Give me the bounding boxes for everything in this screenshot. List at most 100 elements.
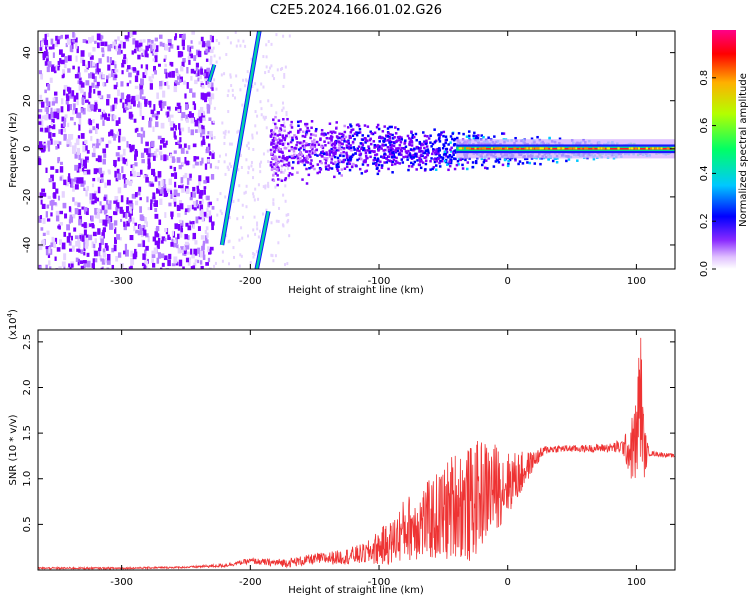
heat-cell (313, 138, 316, 142)
heat-cell (216, 166, 219, 170)
heat-cell (305, 167, 308, 171)
heat-cell (77, 80, 81, 84)
heat-cell (283, 157, 287, 161)
heat-cell (174, 181, 177, 188)
heat-cell (97, 177, 101, 182)
heat-cell (81, 158, 85, 163)
heat-cell (244, 190, 247, 194)
heat-cell (494, 160, 498, 163)
heat-cell (474, 161, 478, 165)
x-tick-label: -300 (110, 276, 133, 287)
heat-cell (337, 140, 341, 144)
heat-cell (93, 243, 96, 249)
heat-cell (117, 187, 122, 194)
heat-cell (374, 158, 377, 162)
heat-cell (411, 134, 415, 137)
heat-cell (92, 193, 96, 200)
heat-cell (309, 144, 313, 147)
heat-cell (144, 258, 148, 264)
heat-cell (293, 146, 297, 150)
heat-cell (51, 124, 56, 130)
heat-cell (72, 149, 77, 154)
heat-cell (210, 55, 213, 62)
heat-cell (126, 82, 129, 87)
heat-cell (517, 162, 520, 166)
heat-cell (283, 136, 287, 140)
heat-cell (184, 93, 187, 99)
heat-cell (128, 200, 133, 204)
heat-cell (88, 91, 92, 99)
heat-cell (284, 199, 287, 203)
heat-cell (493, 135, 496, 138)
heat-cell (262, 152, 265, 156)
heat-cell (224, 129, 227, 133)
heat-cell (75, 108, 78, 114)
heat-cell (76, 100, 79, 106)
heat-cell (526, 147, 529, 150)
heat-cell (249, 261, 252, 265)
heat-cell (267, 69, 270, 73)
heat-cell (354, 152, 357, 155)
heat-cell (112, 41, 116, 49)
heat-cell (68, 206, 72, 212)
heat-cell (224, 132, 227, 136)
heat-cell (202, 135, 205, 142)
heat-cell (118, 135, 121, 143)
heat-cell (200, 235, 205, 240)
heat-cell (144, 261, 149, 265)
heat-cell (438, 161, 441, 165)
heat-cell (79, 260, 84, 264)
heat-cell (109, 43, 114, 49)
heat-cell (365, 139, 369, 142)
heat-cell (296, 131, 300, 134)
heat-cell (384, 148, 387, 152)
heat-cell (372, 140, 376, 143)
heat-cell (197, 69, 200, 77)
heat-cell (290, 146, 294, 149)
heat-cell (274, 142, 277, 146)
heat-cell (343, 124, 346, 128)
heat-cell (287, 164, 291, 167)
heat-cell (209, 267, 212, 269)
heat-cell (254, 124, 257, 128)
heat-cell (80, 265, 84, 269)
heat-cell (90, 60, 93, 68)
heat-cell (62, 128, 67, 133)
heat-cell (82, 260, 87, 264)
heat-cell (278, 129, 281, 133)
heat-cell (140, 84, 144, 88)
heat-cell (177, 213, 181, 218)
heat-cell (164, 228, 168, 233)
heat-cell (65, 42, 68, 48)
heat-cell (74, 201, 78, 206)
heat-cell (134, 75, 139, 83)
heat-cell (223, 72, 226, 76)
heat-cell (72, 109, 75, 115)
heat-cell (265, 208, 268, 212)
heat-cell (468, 157, 471, 160)
heat-cell (338, 159, 342, 162)
heat-cell (86, 239, 89, 247)
heat-cell (283, 138, 287, 142)
heat-cell (178, 144, 183, 149)
heat-cell (211, 152, 215, 160)
heat-cell (285, 113, 288, 117)
heat-cell (174, 80, 179, 84)
heat-cell (80, 57, 84, 64)
heat-cell (273, 128, 276, 132)
heat-cell (95, 68, 98, 75)
heat-cell (74, 235, 79, 240)
heat-cell (48, 132, 52, 139)
heat-cell (276, 161, 280, 165)
heat-cell (117, 172, 121, 180)
heat-cell (299, 141, 302, 144)
heat-cell (507, 162, 510, 166)
heat-cell (308, 166, 311, 170)
heat-cell (72, 214, 76, 219)
heat-cell (138, 186, 142, 193)
heat-cell (347, 140, 350, 144)
heat-cell (404, 145, 408, 149)
heat-cell (457, 157, 461, 161)
heat-cell (239, 44, 242, 48)
heat-cell (272, 179, 276, 182)
